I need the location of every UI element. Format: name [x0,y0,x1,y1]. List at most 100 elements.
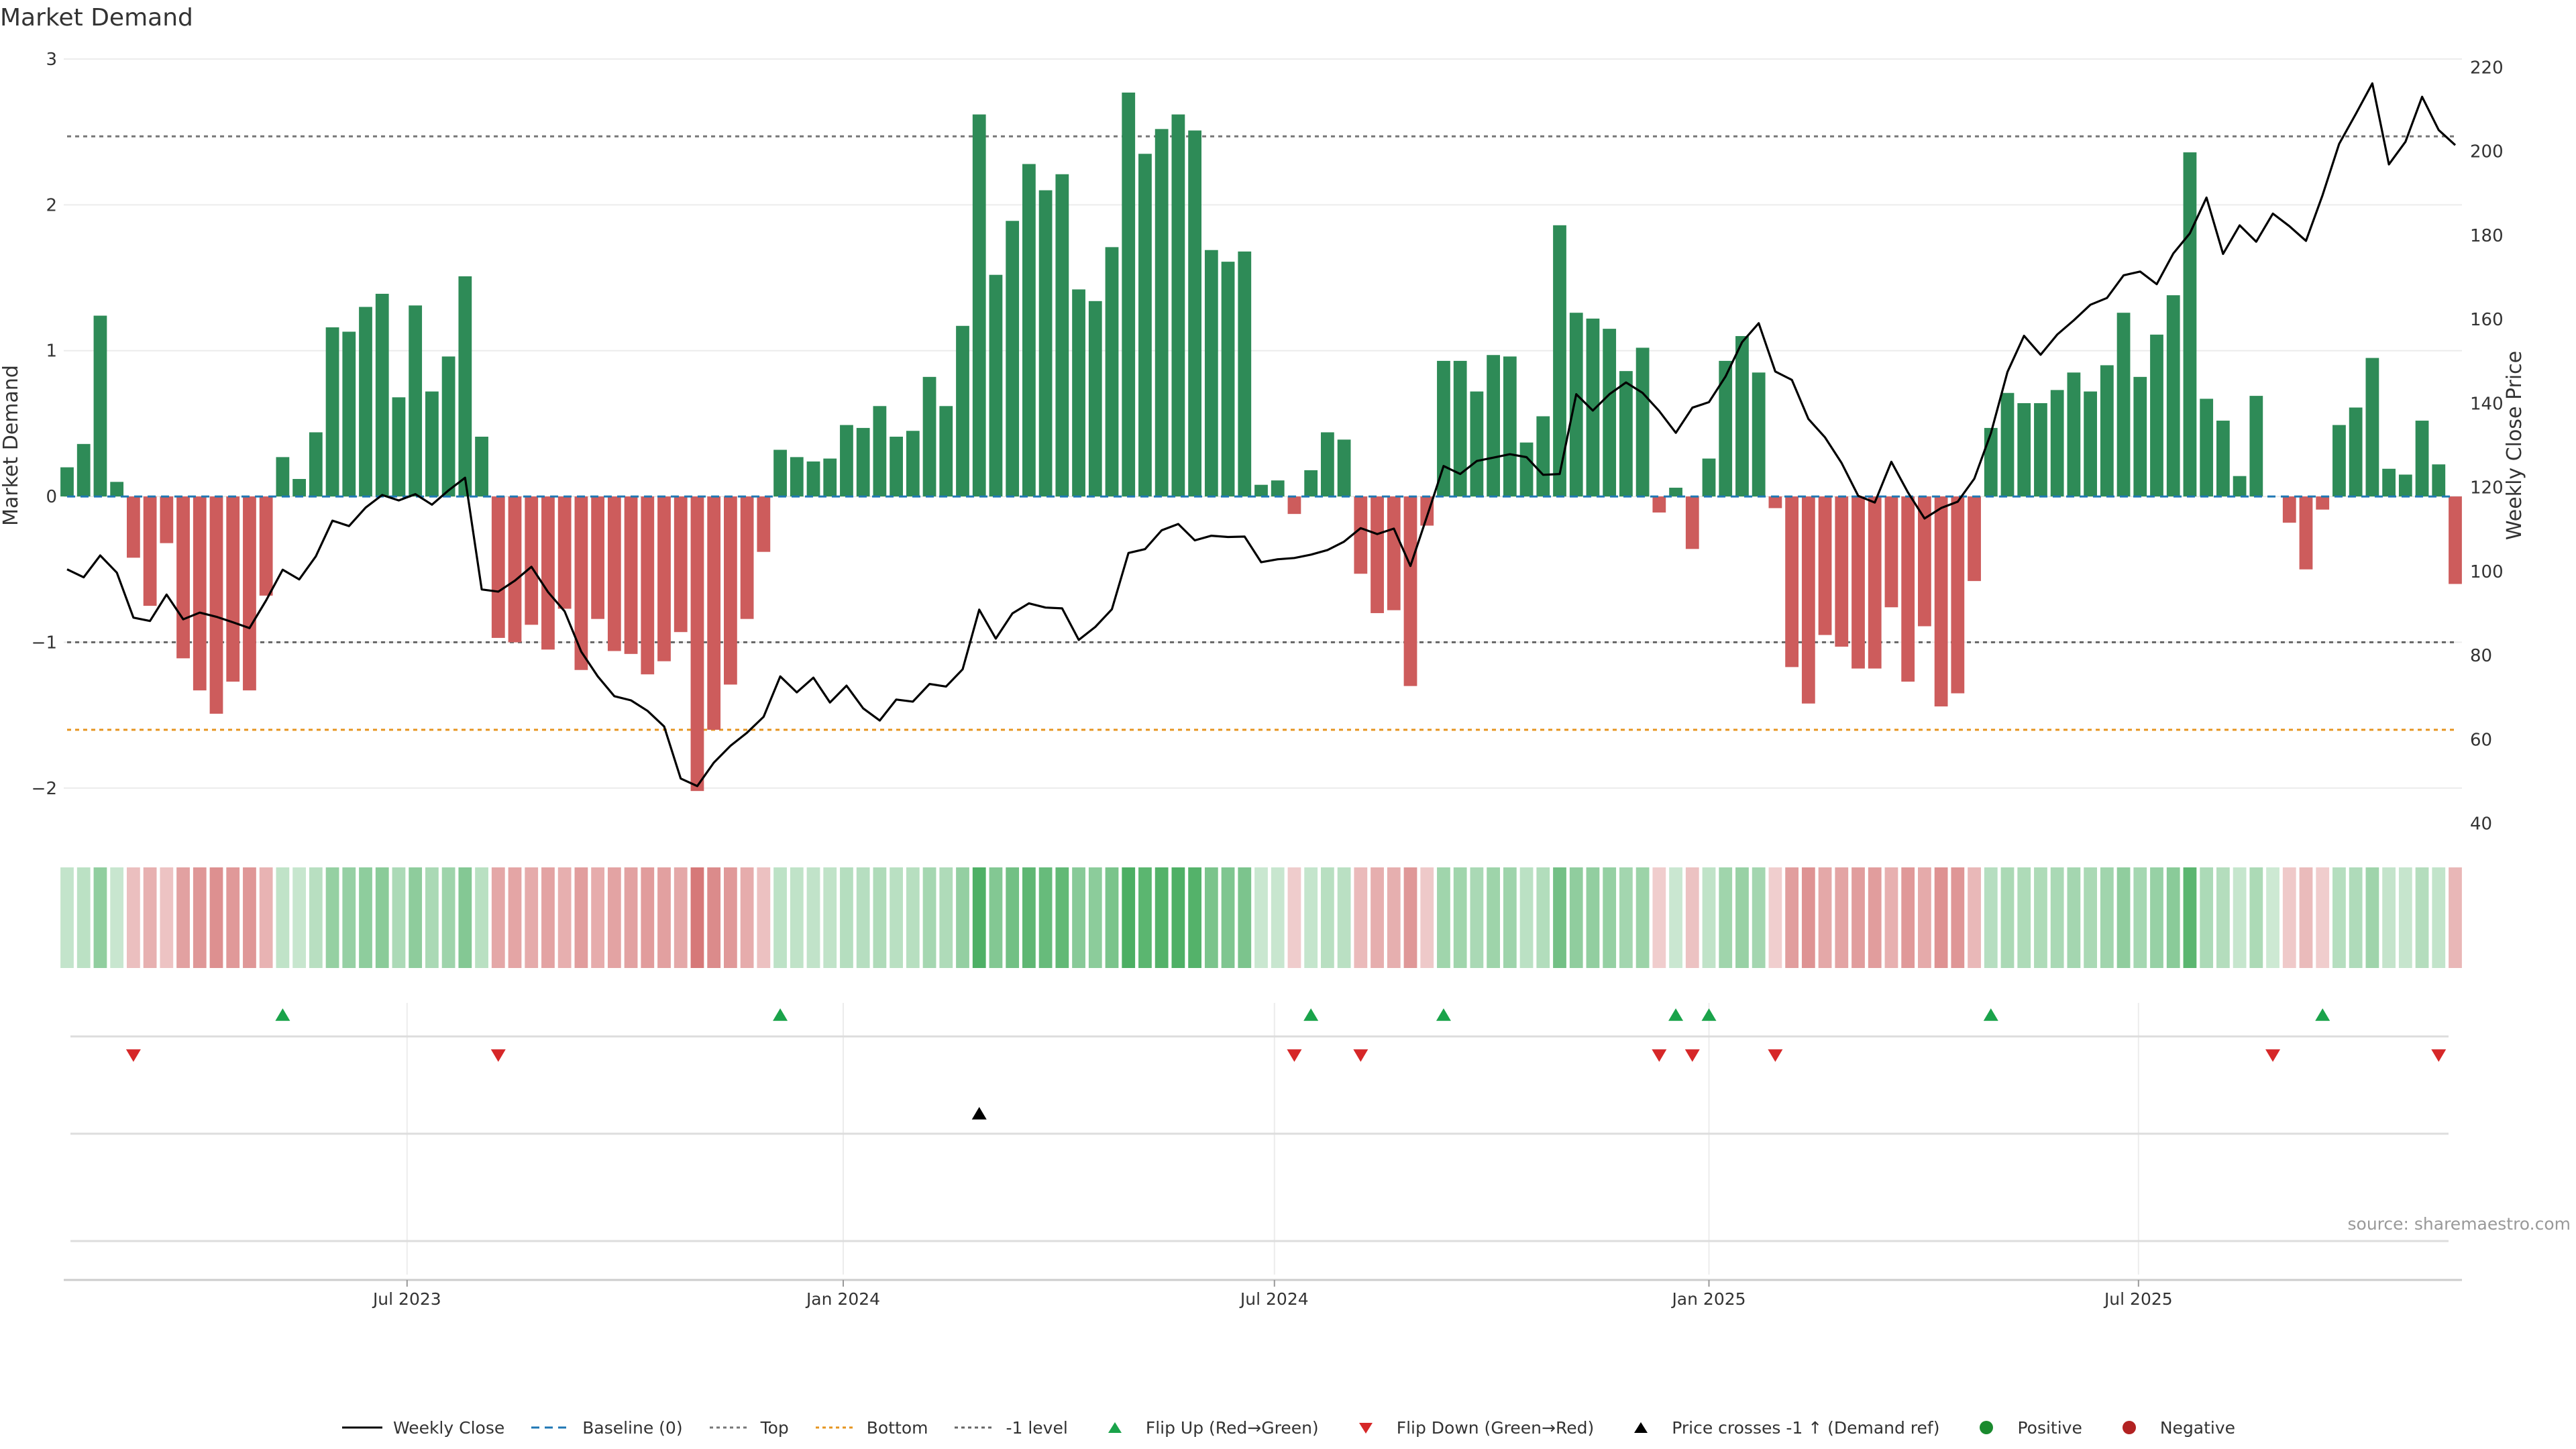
heat-cell-positive [60,867,74,968]
heat-cell-positive [1072,867,1085,968]
demand-bar-positive [823,458,837,497]
heat-cell-positive [2050,867,2064,968]
demand-bar-positive [906,431,920,497]
heat-cell-positive [292,867,306,968]
demand-bar-negative [757,496,771,552]
demand-bar-negative [243,496,256,691]
heat-cell-positive [1337,867,1351,968]
demand-bar-positive [1453,360,1467,497]
y2-tick-label: 100 [2470,562,2504,582]
demand-bar-negative [707,496,721,730]
demand-bar-positive [1038,190,1053,497]
demand-bar-negative [1918,496,1931,627]
demand-bar-positive [1702,458,1716,497]
heat-cell-positive [1719,867,1733,968]
heat-cell-positive [2000,867,2015,968]
y-tick-label: 0 [46,487,57,507]
flip-up-marker [1303,1008,1319,1021]
demand-bar-positive [1138,154,1152,497]
heat-cell-negative [127,867,140,968]
demand-bar-negative [1768,496,1782,508]
demand-bar-positive [1603,329,1617,497]
y-tick-label: −1 [32,633,57,653]
legend-label: Positive [2017,1417,2082,1438]
heat-cell-negative [160,867,174,968]
heat-cell-positive [1304,867,1318,968]
demand-bar-negative [607,496,621,651]
heat-cell-positive [2349,867,2363,968]
weekly-close-swatch [341,1426,382,1429]
flip-up-marker [1436,1008,1451,1021]
flip-down-marker [125,1049,141,1062]
demand-bar-positive [1221,262,1235,497]
y2-tick-label: 40 [2470,814,2492,834]
demand-bar-positive [1304,470,1318,497]
heat-cell-positive [2133,867,2147,968]
heat-cell-positive [939,867,953,968]
demand-bar-negative [740,496,754,619]
demand-bar-negative [574,496,588,670]
flip-down-marker [1768,1049,1783,1062]
heat-cell-negative [1918,867,1931,968]
heat-cell-positive [2365,867,2379,968]
heat-cell-positive [2249,867,2263,968]
flip-down-marker [2431,1049,2447,1062]
y2-tick-label: 60 [2470,730,2492,750]
demand-bar-positive [2000,392,2015,497]
demand-bar-positive [60,467,74,497]
demand-bar-negative [491,496,505,638]
demand-bar-negative [525,496,539,625]
heat-cell-positive [276,867,290,968]
baseline-swatch [531,1426,572,1429]
demand-bar-negative [209,496,223,714]
demand-bar-negative [641,496,655,675]
heat-cell-negative [1801,867,1815,968]
flip-up-marker [773,1008,788,1021]
heat-cell-positive [1188,867,1201,968]
demand-bar-negative [657,496,671,661]
demand-bar-positive [922,376,936,497]
heat-cell-positive [2100,867,2114,968]
demand-bar-positive [1487,355,1500,497]
legend-item-minus1: -1 level [953,1417,1068,1438]
heat-cell-negative [557,867,572,968]
demand-bar-positive [2183,152,2197,497]
demand-bar-positive [790,457,804,497]
demand-bar-negative [541,496,555,650]
heat-cell-negative [1934,867,1948,968]
heat-cell-positive [2233,867,2247,968]
demand-bar-negative [259,496,273,596]
demand-bar-positive [458,276,472,497]
demand-bar-positive [1735,335,1749,497]
heat-cell-positive [1088,867,1102,968]
demand-bar-negative [143,496,157,606]
heat-cell-positive [93,867,107,968]
heat-cell-negative [243,867,256,968]
demand-bar-positive [1586,318,1600,497]
heat-cell-positive [1503,867,1517,968]
heat-cell-positive [873,867,887,968]
negative-swatch [2122,1421,2136,1434]
heat-cell-positive [1138,867,1152,968]
demand-bar-positive [375,293,389,497]
heat-cell-positive [392,867,406,968]
heat-cell-positive [1635,867,1650,968]
demand-bar-positive [2017,402,2031,497]
heat-cell-positive [325,867,339,968]
legend-item-flip-down: Flip Down (Green→Red) [1344,1417,1594,1438]
demand-bar-positive [939,406,953,497]
demand-bar-positive [2200,398,2214,497]
heat-cell-positive [1453,867,1467,968]
heat-cell-negative [1768,867,1782,968]
demand-bar-positive [1503,356,1517,497]
heat-cell-negative [1884,867,1898,968]
demand-bar-positive [425,391,439,497]
demand-bar-negative [160,496,174,543]
demand-bar-positive [1122,92,1136,497]
heat-cell-positive [2415,867,2429,968]
heat-cell-positive [1702,867,1716,968]
demand-bar-positive [1669,488,1682,497]
heat-cell-negative [591,867,604,968]
demand-bar-positive [2067,372,2081,497]
demand-bar-positive [1569,313,1583,497]
